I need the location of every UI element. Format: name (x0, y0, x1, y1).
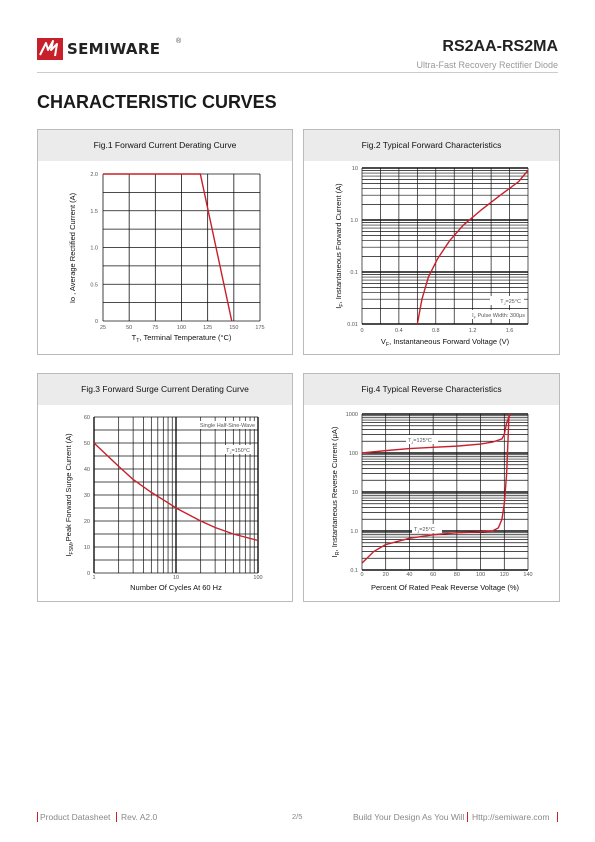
y-tick-label: 0.1 (350, 568, 358, 574)
x-tick-label: 140 (523, 572, 532, 578)
y-tick-label: 0.01 (347, 322, 358, 328)
x-tick-label: 175 (255, 325, 264, 331)
x-tick-label: 50 (126, 325, 132, 331)
figure-1-title: Fig.1 Forward Current Derating Curve (38, 130, 292, 161)
note-25c: TJ=25°C (414, 527, 435, 534)
x-axis-label: VF, Instantaneous Forward Voltage (V) (381, 337, 510, 348)
note-125c: TJ=125°C (408, 438, 432, 445)
x-tick-label: 75 (152, 325, 158, 331)
x-tick-label: 150 (229, 325, 238, 331)
y-axis-label: IR, Instantaneous Reverse Current (μA) (330, 426, 341, 557)
y-tick-label: 10 (352, 490, 358, 496)
figure-1-chart: 25 50 75 100 125 150 175 0 0.5 1.0 1.5 2.0 Io , Aver… (68, 172, 265, 344)
figure-2-title: Fig.2 Typical Forward Characteristics (304, 130, 559, 161)
y-tick-label: 2.0 (90, 172, 98, 178)
temperature-note: TJ=150°C (226, 448, 250, 455)
x-tick-label: 0 (360, 328, 363, 334)
x-tick-label: 1 (92, 575, 95, 581)
figure-4-chart: 0 20 40 60 80 100 120 140 0.1 1.0 10 100 1000 TJ=125°… (330, 412, 533, 592)
figure-3-chart: 1 10 100 0 10 20 30 40 50 60 Single Half-Sine-Wave… (64, 415, 263, 592)
y-axis-label: IF, Instantaneous Forward Current (A) (334, 183, 345, 309)
note-background (194, 421, 256, 429)
x-tick-label: 100 (476, 572, 485, 578)
x-tick-label: 1.2 (469, 328, 477, 334)
x-tick-label: 100 (253, 575, 262, 581)
y-tick-label: 0 (95, 319, 98, 325)
y-tick-label: 1.5 (90, 209, 98, 215)
figure-4-panel: Fig.4 Typical Reverse Characteristics 0 2… (303, 373, 560, 602)
x-tick-label: 20 (383, 572, 389, 578)
y-tick-label: 1.0 (350, 218, 358, 224)
model-subtitle: Ultra-Fast Recovery Rectifier Diode (416, 60, 558, 70)
y-tick-label: 0.1 (350, 270, 358, 276)
footer-page-number: 2/5 (292, 812, 303, 821)
x-axis-label: Number Of Cycles At 60 Hz (130, 583, 222, 592)
x-tick-label: 0.8 (432, 328, 440, 334)
figure-3-panel: Fig.3 Forward Surge Current Derating Cur… (37, 373, 293, 602)
x-tick-label: 10 (173, 575, 179, 581)
y-tick-label: 1000 (346, 412, 358, 418)
forward-curve (416, 169, 529, 325)
y-tick-label: 100 (349, 451, 358, 457)
x-tick-label: 0 (360, 572, 363, 578)
y-tick-label: 40 (84, 467, 90, 473)
x-tick-label: 60 (430, 572, 436, 578)
y-tick-label: 60 (84, 415, 90, 421)
y-tick-label: 20 (84, 519, 90, 525)
y-axis-label: IFSM,Peak Forward Surge Current (A) (64, 433, 75, 557)
footer-product: Product Datasheet (40, 812, 111, 822)
footer-slogan: Build Your Design As You Will (353, 812, 465, 822)
footer-marker-right (557, 812, 558, 822)
y-tick-label: 0.5 (90, 282, 98, 288)
x-tick-label: 120 (500, 572, 509, 578)
figure-2-chart: 0 0.4 0.8 1.2 1.6 0.01 0.1 1.0 10 TJ=25°C IF Pulse… (334, 166, 529, 348)
x-tick-label: 80 (454, 572, 460, 578)
footer-marker-left (37, 812, 38, 822)
x-tick-label: 40 (406, 572, 412, 578)
y-tick-label: 1.0 (90, 246, 98, 252)
temperature-note: TJ=25°C (500, 299, 521, 306)
semiware-logo-icon (37, 38, 63, 60)
registered-mark: ® (176, 38, 182, 45)
y-tick-label: 50 (84, 441, 90, 447)
footer-revision: Rev. A2.0 (121, 812, 158, 822)
y-axis-label: Io , Average Rectified Current (A) (68, 192, 77, 303)
y-tick-label: 0 (87, 571, 90, 577)
x-tick-label: 125 (203, 325, 212, 331)
x-axis-label: TT, Terminal Temperature (°C) (132, 333, 232, 344)
x-tick-label: 0.4 (395, 328, 403, 334)
figure-1-panel: Fig.1 Forward Current Derating Curve 25 5… (37, 129, 293, 355)
surge-curve (93, 442, 259, 542)
derating-curve (103, 173, 233, 322)
footer-url[interactable]: Http://semiware.com (472, 812, 550, 822)
note-background (464, 310, 526, 319)
section-title: CHARACTERISTIC CURVES (37, 92, 277, 112)
reverse-curve-125c (361, 413, 511, 454)
footer-separator-1 (116, 812, 117, 822)
pulse-width-note: IF Pulse Width: 300μs (472, 313, 525, 320)
model-title: RS2AA-RS2MA (442, 38, 558, 55)
note-background (412, 524, 442, 533)
x-tick-label: 25 (100, 325, 106, 331)
x-axis-label: Percent Of Rated Peak Reverse Voltage (%… (371, 583, 519, 592)
x-tick-label: 1.6 (506, 328, 514, 334)
figure-3-title: Fig.3 Forward Surge Current Derating Cur… (38, 374, 292, 405)
brand-name: SEMIWARE (67, 40, 161, 58)
y-tick-label: 1.0 (350, 529, 358, 535)
footer-separator-2 (467, 812, 468, 822)
y-tick-label: 10 (84, 545, 90, 551)
figure-4-title: Fig.4 Typical Reverse Characteristics (304, 374, 559, 405)
y-tick-label: 30 (84, 493, 90, 499)
header-divider (37, 72, 558, 73)
reverse-curve-25c (361, 413, 510, 564)
note-background (406, 435, 438, 444)
note-background (222, 445, 252, 454)
x-tick-label: 100 (177, 325, 186, 331)
waveform-note: Single Half-Sine-Wave (200, 423, 255, 429)
y-tick-label: 10 (352, 166, 358, 172)
note-background (490, 296, 524, 305)
